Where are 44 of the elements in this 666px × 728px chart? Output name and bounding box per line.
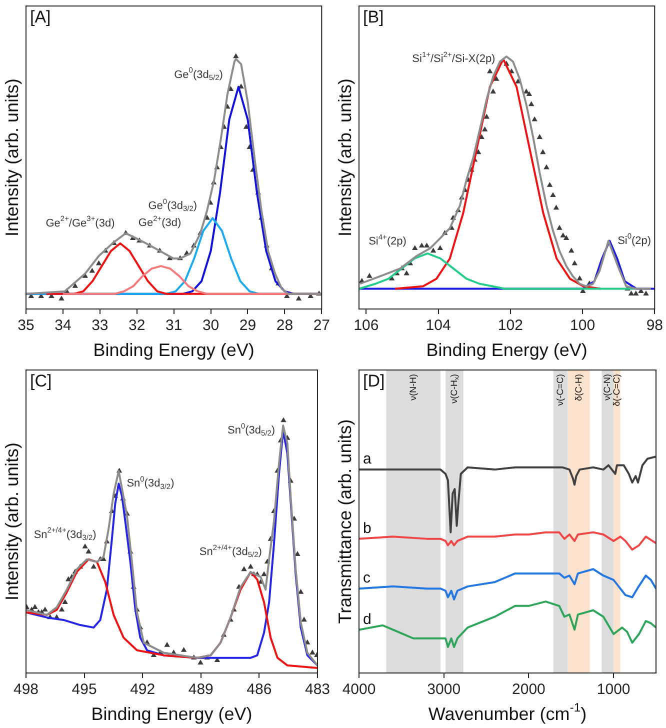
x-tick-label: 102: [498, 317, 523, 334]
x-tick-label: 106: [354, 317, 379, 334]
x-tick-label: 492: [130, 681, 156, 698]
x-tick-label: 489: [188, 681, 214, 698]
y-axis-title: Intensity (arb. units): [334, 78, 355, 237]
series-label: d: [363, 610, 372, 628]
x-tick-label: 495: [72, 681, 97, 698]
x-tick-label: 28: [276, 317, 294, 334]
x-axis-title: Binding Energy (eV): [93, 340, 254, 360]
band-label: ν(N-H): [408, 374, 418, 400]
x-tick-label: 483: [304, 681, 330, 698]
y-axis-title: Transmittance (arb. units): [334, 419, 355, 624]
x-tick-label: 486: [246, 681, 272, 698]
x-tick-label: 3000: [427, 681, 461, 698]
x-tick-label: 30: [202, 317, 220, 334]
band-label: δ(C-H): [573, 374, 584, 401]
x-tick-label: 1000: [596, 681, 630, 698]
x-tick-label: 27: [313, 317, 330, 334]
chart-title: [D]: [363, 372, 385, 391]
x-tick-label: 35: [18, 317, 34, 334]
x-tick-label: 33: [92, 317, 108, 334]
chart-title: [B]: [363, 8, 384, 27]
chart-title: [A]: [30, 8, 51, 27]
series-label: c: [363, 570, 371, 587]
band-label: ν(-C=C): [555, 374, 566, 406]
series-label: b: [363, 520, 372, 537]
x-tick-label: 100: [570, 317, 596, 334]
x-tick-label: 2000: [512, 681, 546, 698]
x-tick-label: 32: [128, 317, 146, 334]
band-label: ν(C-N): [602, 374, 612, 400]
chart-title: [C]: [30, 372, 52, 391]
series-label: a: [363, 450, 372, 468]
x-tick-label: 4000: [342, 681, 376, 698]
x-tick-label: 498: [13, 681, 39, 698]
x-axis-title: Binding Energy (eV): [426, 340, 588, 360]
y-axis-title: Intensity (arb. units): [2, 78, 22, 237]
x-tick-label: 31: [165, 317, 182, 334]
y-axis-title: Intensity (arb. units): [2, 442, 22, 601]
x-tick-label: 98: [646, 317, 663, 334]
band-label: δ(-C=C): [611, 374, 622, 406]
x-axis-title: Binding Energy (eV): [91, 704, 252, 724]
x-tick-label: 29: [239, 317, 256, 334]
x-tick-label: 34: [54, 317, 72, 334]
x-tick-label: 104: [426, 317, 451, 334]
